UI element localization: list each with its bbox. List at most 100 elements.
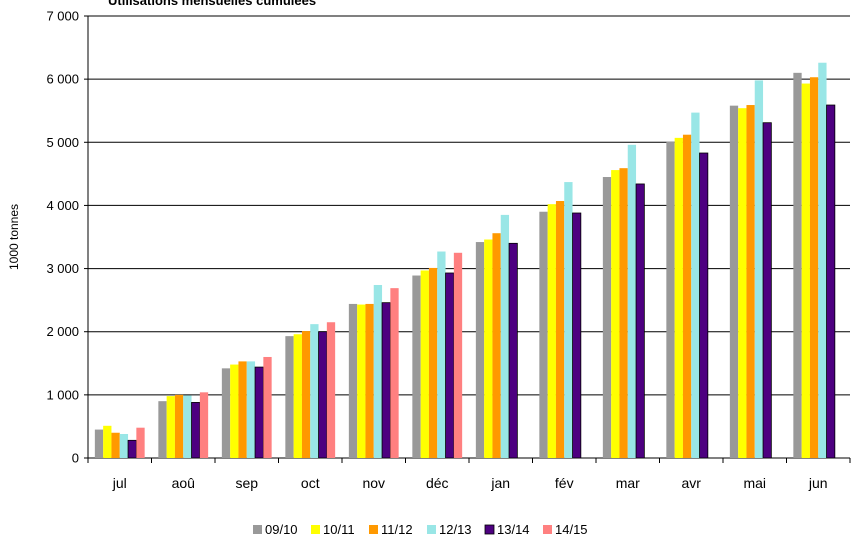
bar-10-11-oct (293, 334, 302, 458)
legend-swatch (311, 525, 320, 534)
bar-09-10-oct (285, 336, 294, 458)
x-tick-label: fév (555, 475, 574, 491)
bar-13-14-avr (699, 152, 709, 459)
y-tick-label: 7 000 (46, 9, 79, 24)
bar-12-13-jan (500, 214, 510, 458)
x-tick-label: aoû (172, 475, 195, 491)
bar-10-11-nov (357, 304, 366, 458)
bar-11-12-oct (301, 331, 311, 458)
x-tick-label: mar (616, 475, 640, 491)
bar-14-15-déc (453, 252, 463, 458)
bar-12-13-fév (564, 182, 573, 458)
y-tick-label: 1 000 (46, 387, 79, 402)
bar-11-12-jun (809, 77, 819, 459)
x-tick-label: déc (426, 475, 449, 491)
bar-12-13-jul (119, 434, 129, 458)
bar-09-10-jan (475, 242, 485, 458)
bar-09-10-mar (602, 177, 612, 458)
bar-12-13-déc (437, 251, 446, 458)
bar-13-14-sep (254, 366, 264, 459)
bar-14-15-sep (263, 356, 272, 458)
x-tick-label: oct (301, 475, 320, 491)
bar-10-11-mar (611, 170, 620, 458)
bar-09-10-aoû (158, 401, 167, 458)
bar-13-14-jul (127, 439, 137, 459)
chart-title: Utilisations mensuelles cumulées (108, 0, 317, 8)
bar-11-12-déc (428, 267, 438, 458)
bar-10-11-jan (484, 239, 493, 458)
bar-12-13-sep (246, 361, 256, 458)
bar-10-11-avr (674, 137, 683, 458)
legend-item-11-12: 11/12 (369, 522, 413, 537)
legend-swatch (369, 525, 378, 534)
legend-swatch (427, 525, 436, 534)
bar-12-13-jun (818, 62, 827, 459)
bar-11-12-jan (492, 233, 501, 458)
bar-09-10-sep (221, 368, 231, 458)
bar-14-15-aoû (199, 392, 209, 458)
bar-14-15-oct (326, 322, 336, 458)
bar-10-11-aoû (166, 396, 175, 458)
bar-12-13-mar (627, 144, 637, 458)
legend-label: 11/12 (381, 522, 413, 537)
legend-item-09-10: 09/10 (253, 522, 298, 537)
bar-14-15-nov (390, 288, 399, 458)
bar-11-12-nov (365, 303, 374, 458)
bar-11-12-avr (682, 134, 692, 459)
legend-item-14-15: 14/15 (543, 522, 588, 537)
bar-10-11-fév (547, 204, 556, 458)
bar-13-14-mar (635, 183, 645, 459)
bar-13-14-nov (381, 302, 391, 459)
y-tick-label: 5 000 (46, 135, 79, 150)
bar-09-10-mai (729, 105, 739, 459)
x-tick-label: sep (235, 475, 258, 491)
bar-10-11-jul (103, 425, 112, 458)
legend-label: 13/14 (497, 522, 530, 537)
bar-09-10-jul (94, 429, 104, 458)
legend-label: 09/10 (265, 522, 298, 537)
bar-13-14-jan (508, 242, 518, 459)
y-tick-label: 0 (72, 451, 79, 466)
legend-label: 14/15 (555, 522, 588, 537)
y-axis-label: 1000 tonnes (7, 204, 21, 270)
bar-10-11-jun (801, 83, 810, 458)
bar-11-12-jul (111, 432, 120, 458)
bar-13-14-mai (762, 122, 772, 459)
legend-swatch (253, 525, 262, 534)
x-tick-label: mai (743, 475, 766, 491)
legend-item-10-11: 10/11 (311, 522, 355, 537)
y-tick-label: 2 000 (46, 324, 79, 339)
y-tick-label: 4 000 (46, 198, 79, 213)
bar-11-12-fév (555, 201, 565, 458)
x-tick-label: jun (808, 475, 828, 491)
bar-13-14-fév (572, 212, 582, 459)
bar-13-14-aoû (191, 402, 201, 459)
x-tick-label: avr (682, 475, 702, 491)
bar-10-11-déc (420, 270, 429, 458)
bar-11-12-mai (746, 105, 755, 458)
bar-13-14-jun (826, 104, 836, 459)
y-tick-label: 6 000 (46, 72, 79, 87)
bar-12-13-aoû (183, 395, 192, 458)
bar-09-10-fév (539, 211, 548, 458)
legend-label: 12/13 (439, 522, 472, 537)
bar-12-13-mai (754, 80, 764, 459)
legend-label: 10/11 (323, 522, 355, 537)
bar-10-11-sep (230, 364, 239, 458)
x-tick-label: jul (112, 475, 127, 491)
bar-12-13-nov (373, 284, 383, 458)
bar-11-12-sep (238, 361, 247, 458)
bar-10-11-mai (738, 108, 747, 458)
y-tick-label: 3 000 (46, 261, 79, 276)
x-tick-label: nov (362, 475, 385, 491)
legend-swatch (543, 525, 552, 534)
bar-14-15-jul (136, 427, 145, 458)
bar-09-10-avr (666, 141, 675, 458)
bar-11-12-aoû (174, 394, 184, 458)
bar-13-14-oct (318, 331, 328, 459)
bar-12-13-oct (310, 324, 319, 458)
legend-item-13-14: 13/14 (484, 522, 530, 537)
bar-09-10-déc (412, 275, 421, 458)
